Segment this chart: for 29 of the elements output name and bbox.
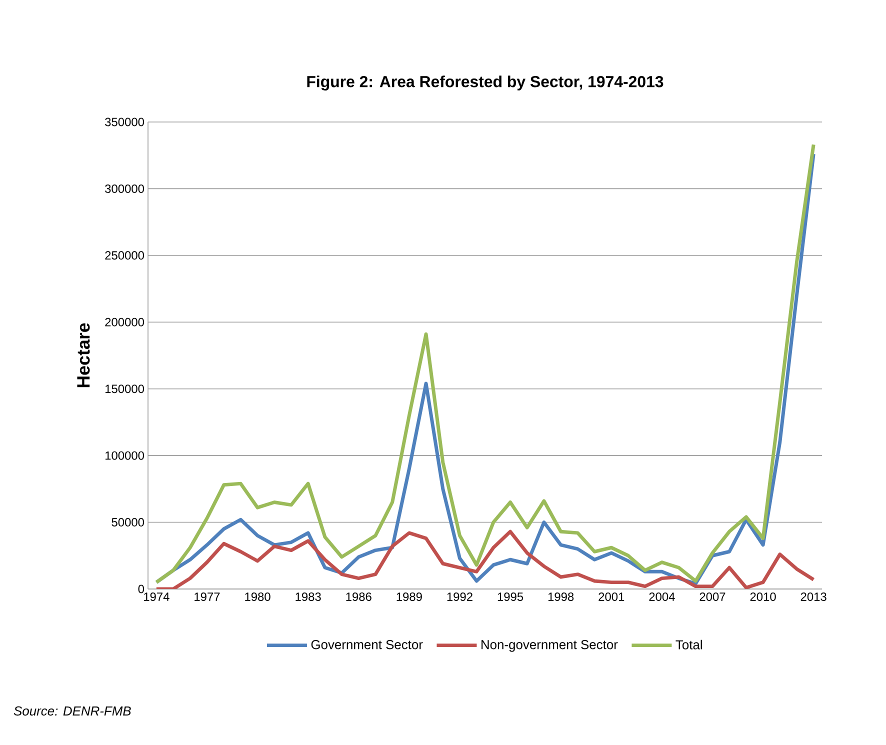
x-tick-label: 2004	[649, 592, 675, 601]
x-tick-label: 2013	[800, 592, 826, 601]
y-tick-label: 50000	[112, 518, 144, 526]
x-tick-label: 1989	[396, 592, 422, 601]
y-tick-label: 150000	[106, 384, 144, 394]
chart-title: Figure 2: Area Reforested by Sector, 1974-2013	[307, 76, 664, 90]
x-tick-label: 1986	[346, 592, 372, 601]
y-tick-label: 250000	[105, 251, 144, 260]
x-tick-label: 1992	[447, 592, 472, 601]
x-tick-label: 2001	[598, 592, 624, 601]
legend-label: Total	[676, 640, 702, 650]
x-tick-label: 2010	[750, 592, 776, 601]
y-tick-label: 350000	[105, 118, 144, 126]
y-tick-label: 0	[138, 584, 144, 594]
x-tick-label: 2007	[700, 592, 726, 601]
x-tick-label: 1974	[144, 592, 170, 601]
x-tick-label: 1977	[194, 592, 220, 601]
y-axis-title: Hectare	[77, 323, 90, 388]
x-tick-label: 1980	[245, 592, 270, 601]
x-tick-label: 1983	[296, 592, 321, 601]
line-series	[154, 530, 816, 589]
text: Source: DENR-FMB	[14, 706, 131, 716]
y-tick-label: 200000	[105, 318, 144, 326]
x-tick-label: 1998	[548, 592, 574, 601]
legend-label: Government Sector	[311, 640, 423, 650]
x-tick-label: 1995	[498, 592, 524, 601]
legend-label: Non-government Sector	[482, 640, 618, 652]
y-tick-label: 100000	[106, 451, 144, 460]
y-tick-label: 300000	[105, 184, 144, 193]
